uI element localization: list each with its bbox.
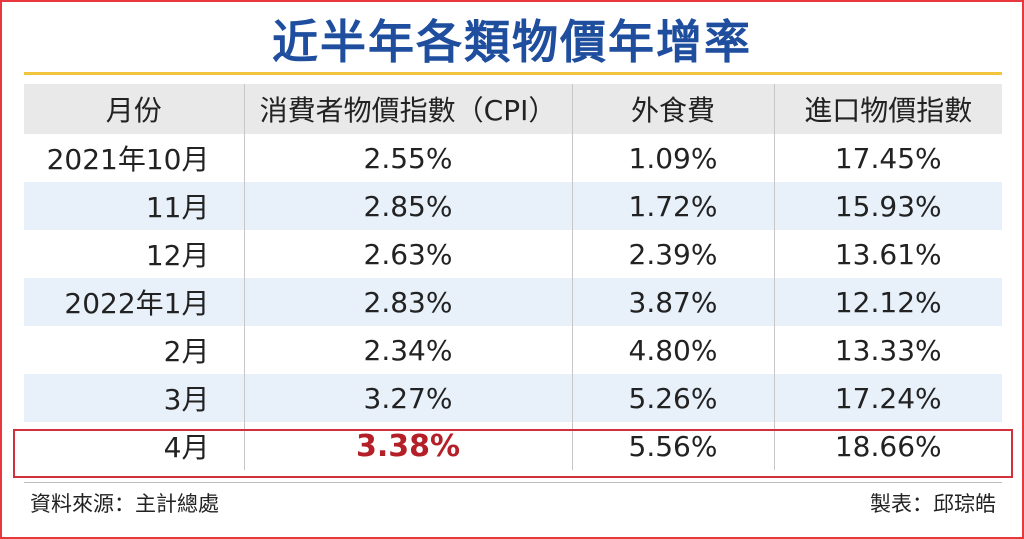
table-row: 2022年1月 2.83% 3.87% 12.12%	[24, 278, 1002, 326]
cell-import-price: 17.24%	[773, 374, 1002, 422]
cell-import-price: 13.61%	[773, 230, 1002, 278]
header-row: 月份 消費者物價指數（CPI） 外食費 進口物價指數	[24, 84, 1002, 134]
highlight-box	[13, 429, 1013, 478]
cell-month: 12月	[145, 239, 210, 272]
cell-cpi: 2.55%	[243, 134, 572, 182]
cell-dining-out: 4.80%	[571, 326, 774, 374]
cell-month: 2021年10月	[46, 143, 210, 176]
cell-dining-out: 2.39%	[571, 230, 774, 278]
cell-dining-out: 1.72%	[571, 182, 774, 230]
title-divider	[24, 72, 1002, 75]
cell-import-price: 15.93%	[773, 182, 1002, 230]
table-row: 12月 2.63% 2.39% 13.61%	[24, 230, 1002, 278]
chart-title: 近半年各類物價年增率	[272, 15, 752, 69]
footer-divider	[24, 482, 1002, 483]
cell-import-price: 13.33%	[773, 326, 1002, 374]
header-cpi: 消費者物價指數（CPI）	[243, 84, 572, 134]
header-month: 月份	[105, 94, 162, 127]
header-dining-out: 外食費	[571, 84, 774, 134]
cell-cpi: 2.85%	[243, 182, 572, 230]
cell-month: 2月	[163, 335, 210, 368]
table-row: 3月 3.27% 5.26% 17.24%	[24, 374, 1002, 422]
cell-dining-out: 5.26%	[571, 374, 774, 422]
table-row: 2月 2.34% 4.80% 13.33%	[24, 326, 1002, 374]
price-table: 月份 消費者物價指數（CPI） 外食費 進口物價指數 2021年10月 2.55…	[24, 84, 1002, 470]
cell-import-price: 12.12%	[773, 278, 1002, 326]
source-note: 資料來源：主計總處	[30, 492, 219, 516]
cell-dining-out: 3.87%	[571, 278, 774, 326]
table-row: 11月 2.85% 1.72% 15.93%	[24, 182, 1002, 230]
header-import-price: 進口物價指數	[773, 84, 1002, 134]
cell-cpi: 2.83%	[243, 278, 572, 326]
cell-dining-out: 1.09%	[571, 134, 774, 182]
table-row: 2021年10月 2.55% 1.09% 17.45%	[24, 134, 1002, 182]
cell-month: 4月	[163, 431, 210, 464]
author-note: 製表：邱琮皓	[870, 492, 996, 516]
cell-month: 3月	[163, 383, 210, 416]
cell-month: 11月	[145, 191, 210, 224]
cell-import-price: 17.45%	[773, 134, 1002, 182]
cell-cpi: 3.27%	[243, 374, 572, 422]
cell-cpi: 2.63%	[243, 230, 572, 278]
cell-cpi: 2.34%	[243, 326, 572, 374]
cell-month: 2022年1月	[64, 287, 210, 320]
